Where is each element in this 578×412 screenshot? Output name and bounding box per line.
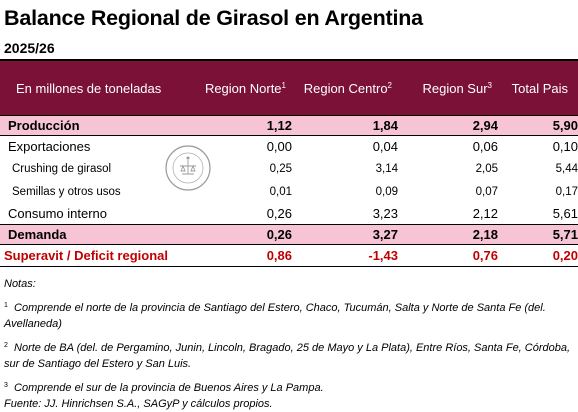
seal-icon	[165, 145, 211, 191]
cell-total: 0,17	[555, 185, 578, 198]
campaign-year: 2025/26	[4, 40, 55, 56]
row-label: Exportaciones	[8, 139, 91, 154]
header-total-pais: Total Pais	[498, 61, 578, 116]
balance-table: En millones de toneladas Region Norte1 R…	[0, 61, 578, 267]
notes-heading: Notas:	[4, 278, 36, 290]
cell-total: 5,71	[498, 224, 578, 245]
row-label: Consumo interno	[8, 206, 107, 221]
cell-norte: 0,01	[269, 185, 292, 198]
cell-norte: 0,86	[192, 244, 292, 267]
cell-total: 0,10	[552, 139, 578, 154]
table-row-produccion: Producción 1,12 1,84 2,94 5,90	[0, 115, 578, 136]
table-row-superavit: Superavit / Deficit regional 0,86 -1,43 …	[0, 244, 578, 267]
row-label: Demanda	[0, 224, 192, 245]
cell-centro: 0,04	[372, 139, 398, 154]
row-label: Superavit / Deficit regional	[0, 244, 192, 267]
table-row-demanda: Demanda 0,26 3,27 2,18 5,71	[0, 224, 578, 245]
cell-centro: 3,23	[372, 206, 398, 221]
cell-centro: 1,84	[292, 115, 398, 136]
cell-total: 5,90	[498, 115, 578, 136]
header-region-norte: Region Norte1	[192, 61, 292, 116]
cell-total: 5,44	[555, 162, 578, 175]
table-row-consumo-interno: Consumo interno 0,26 3,23 2,12 5,61	[0, 203, 578, 225]
row-label: Semillas y otros usos	[12, 185, 121, 198]
table-header: En millones de toneladas Region Norte1 R…	[0, 61, 578, 116]
table-row-exportaciones: Exportaciones 0,00 0,04 0,06 0,10	[0, 136, 578, 158]
cell-sur: 0,76	[398, 244, 498, 267]
cell-sur: 2,05	[475, 162, 498, 175]
cell-norte: 0,25	[269, 162, 292, 175]
source-note: Fuente: JJ. Hinrichsen S.A., SAGyP y cál…	[4, 398, 273, 410]
header-units-label: En millones de toneladas	[0, 61, 192, 116]
header-region-centro: Region Centro2	[292, 61, 398, 116]
cell-total: 5,61	[552, 206, 578, 221]
cell-norte: 0,26	[266, 206, 292, 221]
cell-centro: 0,09	[375, 185, 398, 198]
table-row-crushing: Crushing de girasol 0,25 3,14 2,05 5,44	[0, 157, 578, 180]
cell-total: 0,20	[498, 244, 578, 267]
cell-norte: 0,00	[266, 139, 292, 154]
header-region-sur: Region Sur3	[398, 61, 498, 116]
cell-sur: 2,12	[472, 206, 498, 221]
cell-sur: 2,94	[398, 115, 498, 136]
top-rule	[0, 59, 578, 61]
table-row-semillas: Semillas y otros usos 0,01 0,09 0,07 0,1…	[0, 180, 578, 203]
page-title: Balance Regional de Girasol en Argentina	[4, 6, 423, 30]
cell-norte: 0,26	[192, 224, 292, 245]
cell-centro: 3,27	[292, 224, 398, 245]
row-label: Crushing de girasol	[12, 162, 112, 175]
cell-sur: 0,07	[475, 185, 498, 198]
cell-centro: 3,14	[375, 162, 398, 175]
row-label: Producción	[0, 115, 192, 136]
cell-sur: 0,06	[472, 139, 498, 154]
note-3: 3 Comprende el sur de la provincia de Bu…	[4, 382, 324, 394]
notes-section: Notas: 1 Comprende el norte de la provin…	[4, 276, 572, 412]
note-1: 1 Comprende el norte de la provincia de …	[4, 302, 546, 330]
cell-centro: -1,43	[292, 244, 398, 267]
note-2: 2 Norte de BA (del. de Pergamino, Junin,…	[4, 342, 571, 370]
cell-sur: 2,18	[398, 224, 498, 245]
cell-norte: 1,12	[192, 115, 292, 136]
